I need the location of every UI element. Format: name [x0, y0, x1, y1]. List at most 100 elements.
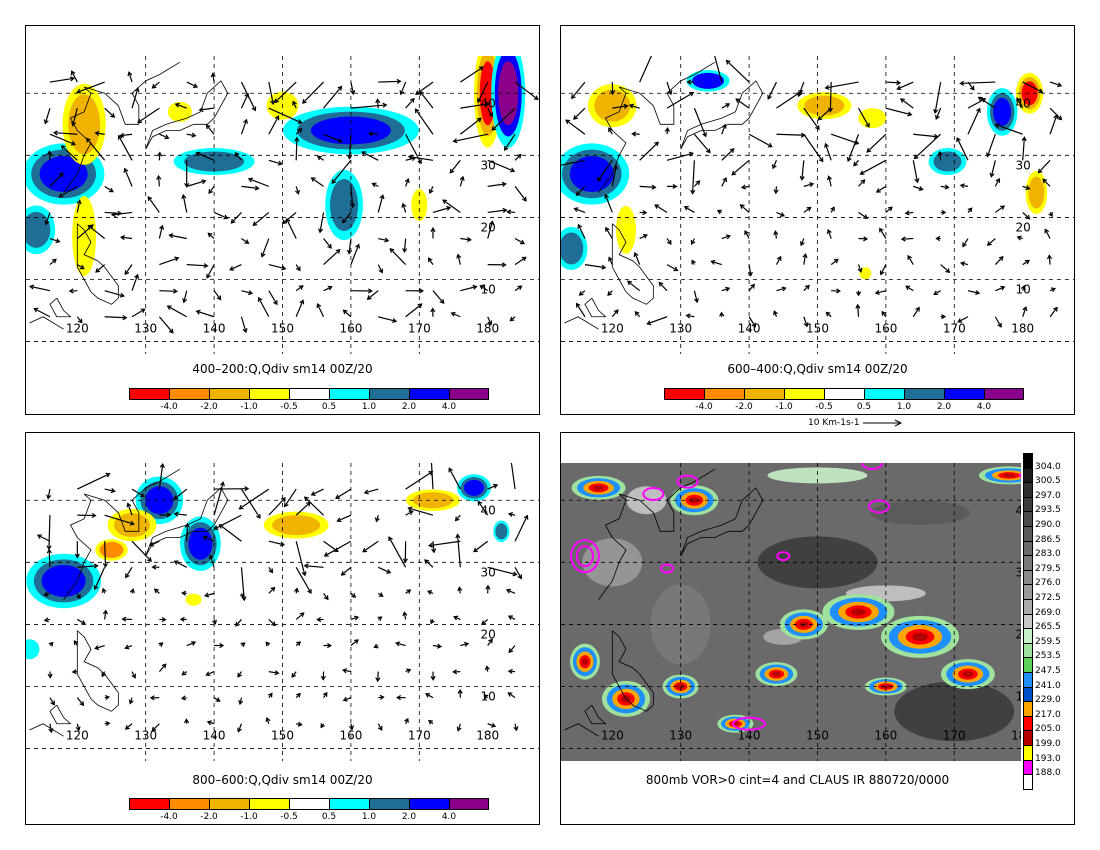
- wind-vector-arrowhead: [414, 108, 420, 114]
- wind-vector-arrow: [240, 567, 245, 601]
- wind-vector-arrow: [693, 290, 698, 303]
- wind-vector-arrow: [940, 264, 950, 273]
- wind-vector-arrowhead: [824, 84, 830, 90]
- reference-arrow-icon: [862, 419, 902, 426]
- colorbar-swatch: [209, 388, 249, 400]
- wind-vector-arrowhead: [129, 588, 135, 594]
- wind-vector-arrow: [405, 510, 413, 516]
- wind-vector-arrowhead: [43, 119, 49, 125]
- wind-vector-arrow: [378, 80, 401, 83]
- wind-vector-arrow: [49, 723, 53, 733]
- wind-vector-arrowhead: [826, 228, 832, 234]
- wind-vector-arrow: [95, 132, 105, 135]
- ir-brightness-region: [626, 486, 667, 515]
- wind-vector-arrowhead: [767, 142, 773, 148]
- wind-vector-arrow: [282, 211, 297, 224]
- wind-vector-arrow: [1038, 159, 1051, 174]
- wind-vector-arrow: [900, 98, 914, 109]
- wind-vector-arrow: [748, 264, 752, 276]
- wind-vector-arrowhead: [271, 621, 276, 627]
- wind-vector-arrowhead: [136, 118, 142, 124]
- latitude-label: 40: [481, 503, 496, 517]
- wind-vector-arrowhead: [73, 640, 79, 646]
- wind-vector-arrow: [573, 107, 586, 120]
- wind-vector-arrowhead: [402, 248, 408, 254]
- coastline: [63, 468, 181, 600]
- wind-vector-arrow: [508, 692, 516, 699]
- wind-vector-arrow: [174, 513, 187, 516]
- coastline: [680, 80, 764, 150]
- wind-vector-arrow: [726, 60, 750, 83]
- wind-vector-arrow: [77, 473, 110, 490]
- wind-vector-arrow: [429, 186, 434, 194]
- wind-vector-arrowhead: [402, 558, 408, 564]
- wind-vector-arrowhead: [247, 177, 253, 183]
- longitude-label: 170: [943, 728, 966, 742]
- qdiv-contour-fill: [185, 593, 202, 606]
- coastline: [29, 316, 64, 330]
- wind-vector-arrow: [361, 151, 379, 161]
- ir-map: 120 130 140 150 160 170 180 10 20 30 40: [561, 463, 1021, 761]
- qdiv-contour-fill: [933, 151, 962, 172]
- wind-vector-arrowhead: [396, 695, 402, 701]
- wind-vector-arrowhead: [1022, 306, 1028, 312]
- wind-vector-arrowhead: [607, 291, 613, 296]
- wind-vector-arrow: [639, 56, 653, 83]
- wind-vector-arrow: [487, 316, 492, 325]
- wind-vector-arrow: [866, 133, 887, 153]
- wind-vector-arrowhead: [957, 318, 963, 323]
- wind-vector-arrow: [157, 175, 160, 187]
- wind-vector-arrowhead: [825, 311, 831, 317]
- wind-vector-arrowhead: [688, 151, 694, 157]
- convective-cluster: [772, 671, 781, 677]
- wind-vector-arrowhead: [353, 639, 359, 644]
- longitude-label: 150: [271, 728, 294, 742]
- wind-vector-arrowhead: [184, 182, 190, 188]
- wind-vector-arrowhead: [430, 619, 435, 625]
- wind-vector-arrowhead: [368, 131, 374, 137]
- vorticity-contour: [1019, 472, 1021, 479]
- wind-vector-arrow: [487, 183, 506, 187]
- ir-colorbar-label: 199.0: [1035, 739, 1061, 749]
- wind-vector-arrowhead: [509, 316, 515, 322]
- wind-vector-arrowhead: [751, 322, 756, 328]
- wind-vector-arrow: [268, 619, 276, 626]
- wind-vector-arrow: [934, 81, 942, 113]
- wind-vector-arrowhead: [238, 700, 244, 706]
- wind-vector-arrow: [774, 231, 778, 239]
- wind-vector-arrowhead: [683, 206, 689, 211]
- wind-vector-arrow: [311, 488, 324, 496]
- wind-vector-arrow: [268, 671, 279, 674]
- longitude-label: 130: [134, 728, 157, 742]
- wind-vector-arrowhead: [431, 548, 437, 554]
- ir-colorbar-label: 293.5: [1035, 505, 1061, 516]
- wind-vector-arrow: [304, 496, 324, 516]
- wind-vector-arrow: [268, 290, 278, 305]
- wind-vector-arrowhead: [454, 516, 460, 522]
- wind-vector-arrow: [268, 115, 279, 135]
- wind-vector-arrowhead: [43, 591, 49, 597]
- wind-vector-arrowhead: [693, 298, 699, 304]
- vorticity-contour: [575, 545, 594, 568]
- wind-vector-arrow: [212, 73, 215, 83]
- wind-vector-arrow: [830, 258, 839, 266]
- wind-vector-arrowhead: [316, 303, 322, 309]
- wind-vector-arrow: [159, 290, 177, 292]
- wind-vector-arrow: [514, 238, 525, 245]
- wind-vector-arrow: [858, 211, 868, 219]
- wind-vector-arrowhead: [998, 255, 1004, 261]
- wind-vector-arrowhead: [46, 545, 52, 551]
- wind-vector-arrow: [721, 103, 730, 109]
- wind-vector-arrow: [721, 287, 730, 292]
- wind-vector-arrow: [151, 723, 160, 732]
- wind-vector-arrowhead: [824, 142, 829, 148]
- wind-vector-arrowhead: [297, 119, 303, 124]
- wind-vector-arrow: [514, 515, 528, 542]
- colorbar-label: 2.0: [401, 812, 417, 822]
- wind-vector-arrow: [912, 307, 920, 318]
- wind-vector-arrowhead: [127, 71, 133, 77]
- wind-vector-arrowhead: [626, 280, 632, 286]
- vorticity-contour: [732, 716, 767, 731]
- ir-brightness-region: [767, 467, 868, 484]
- wind-vector-arrow: [158, 464, 164, 490]
